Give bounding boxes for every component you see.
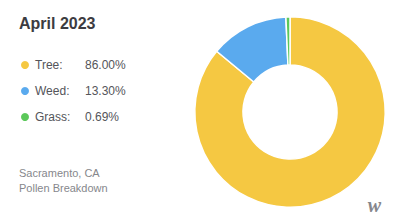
- svg-text:Weed:: Weed:: [35, 84, 69, 98]
- svg-text:0.69%: 0.69%: [85, 110, 119, 124]
- svg-text:April 2023: April 2023: [19, 15, 96, 32]
- svg-text:13.30%: 13.30%: [85, 84, 126, 98]
- svg-text:86.00%: 86.00%: [85, 58, 126, 72]
- svg-text:Tree:: Tree:: [35, 58, 63, 72]
- svg-text:Sacramento, CA: Sacramento, CA: [19, 167, 100, 179]
- svg-text:Pollen Breakdown: Pollen Breakdown: [19, 182, 108, 194]
- svg-text:Grass:: Grass:: [35, 110, 70, 124]
- svg-text:w: w: [368, 194, 382, 216]
